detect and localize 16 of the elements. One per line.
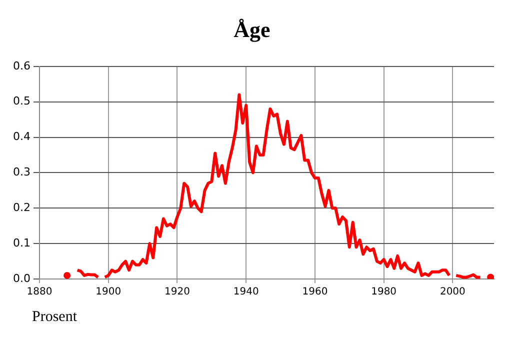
x-tick-label: 1880: [26, 286, 52, 298]
x-tick-label: 2000: [440, 286, 466, 298]
y-tick-label: 0.0: [12, 272, 30, 285]
x-tick-label: 1900: [96, 286, 122, 298]
y-tick-label: 0.2: [12, 200, 30, 214]
y-tick-label: 0.3: [12, 166, 30, 179]
y-tick-label: 0.1: [12, 236, 30, 250]
x-axis-title: Prosent: [32, 309, 77, 326]
y-tick-label: 0.5: [12, 94, 30, 108]
x-tick-label: 1940: [233, 286, 259, 298]
x-tick-label: 1920: [164, 286, 190, 298]
y-tick-label: 0.4: [12, 130, 30, 144]
x-tick-label: 1960: [302, 286, 328, 298]
chart-title: Åge: [234, 16, 271, 42]
y-tick-label: 0.6: [12, 59, 30, 72]
x-tick-label: 1980: [371, 286, 397, 298]
